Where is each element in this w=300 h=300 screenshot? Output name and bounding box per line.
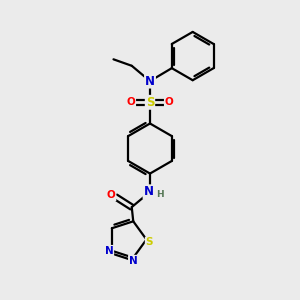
Text: N: N — [145, 75, 155, 88]
Text: H: H — [157, 190, 164, 199]
Text: S: S — [146, 96, 154, 109]
Text: O: O — [165, 97, 173, 107]
Text: O: O — [127, 97, 135, 107]
Text: N: N — [129, 256, 138, 266]
Text: O: O — [107, 190, 116, 200]
Text: N: N — [143, 185, 154, 198]
Text: N: N — [104, 246, 113, 256]
Text: S: S — [146, 238, 153, 248]
